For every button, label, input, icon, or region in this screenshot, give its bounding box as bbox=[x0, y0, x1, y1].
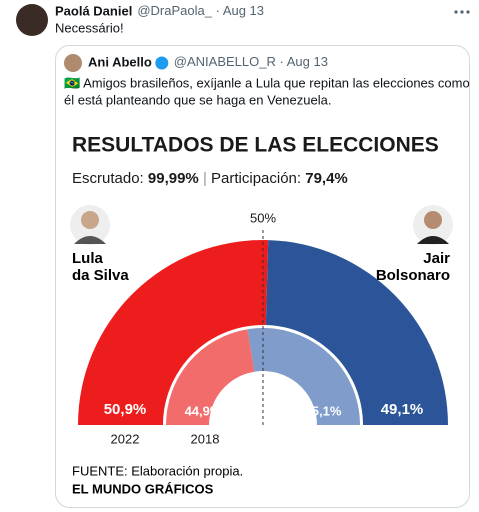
quote-avatar[interactable] bbox=[64, 54, 82, 72]
date: Aug 13 bbox=[287, 54, 328, 69]
date[interactable]: Aug 13 bbox=[223, 3, 264, 18]
quote-meta: @ANIABELLO_R · Aug 13 bbox=[174, 54, 328, 69]
handle[interactable]: @DraPaola_ bbox=[137, 3, 212, 18]
source: FUENTE: Elaboración propia. bbox=[72, 463, 243, 478]
author-meta: @DraPaola_ · Aug 13 bbox=[137, 3, 264, 18]
candidate-name: Jair bbox=[423, 250, 450, 267]
quote-text-line: 🇧🇷 Amigos brasileños, exíjanle a Lula qu… bbox=[64, 75, 470, 90]
value-label: 55,1% bbox=[305, 403, 342, 418]
arc-segment bbox=[78, 240, 269, 425]
author-avatar[interactable] bbox=[16, 4, 48, 36]
chart-subtitle: Escrutado: 99,99% | Participación: 79,4% bbox=[72, 170, 348, 187]
candidate-photo bbox=[70, 205, 110, 245]
tweet-text: Necessário! bbox=[55, 20, 124, 35]
credit: EL MUNDO GRÁFICOS bbox=[72, 481, 214, 496]
author-name[interactable]: Paolá Daniel bbox=[55, 3, 132, 18]
candidate-name: Lula bbox=[72, 250, 103, 267]
divider: | bbox=[203, 170, 207, 187]
arc-segment bbox=[265, 240, 449, 425]
ring-label: 2022 bbox=[111, 431, 140, 446]
quote-text-line: él está planteando que se haga en Venezu… bbox=[64, 92, 331, 107]
candidate-name: Bolsonaro bbox=[376, 267, 450, 284]
separator: · bbox=[216, 3, 220, 18]
value-label: 44,9% bbox=[185, 403, 222, 418]
ring-label: 2018 bbox=[191, 431, 220, 446]
arc-segment bbox=[166, 329, 255, 425]
verified-badge bbox=[155, 56, 169, 70]
candidate-name: da Silva bbox=[72, 267, 129, 284]
more-button[interactable] bbox=[454, 10, 470, 14]
value-label: 49,1% bbox=[381, 401, 424, 418]
participation-label: Participación: bbox=[211, 170, 301, 187]
participation-value: 79,4% bbox=[305, 170, 348, 187]
scrutiny-value: 99,99% bbox=[148, 170, 199, 187]
arc-segment bbox=[247, 328, 360, 425]
quote-author[interactable]: Ani Abello bbox=[88, 54, 152, 69]
chart-title: RESULTADOS DE LAS ELECCIONES bbox=[72, 134, 439, 157]
chart: RESULTADOS DE LAS ELECCIONES Escrutado: … bbox=[70, 134, 453, 496]
value-label: 50,9% bbox=[104, 401, 147, 418]
separator: · bbox=[280, 54, 284, 69]
handle: @ANIABELLO_R bbox=[174, 54, 276, 69]
candidate-photo bbox=[413, 205, 453, 245]
scrutiny-label: Escrutado: bbox=[72, 170, 144, 187]
midline-label: 50% bbox=[250, 210, 276, 225]
